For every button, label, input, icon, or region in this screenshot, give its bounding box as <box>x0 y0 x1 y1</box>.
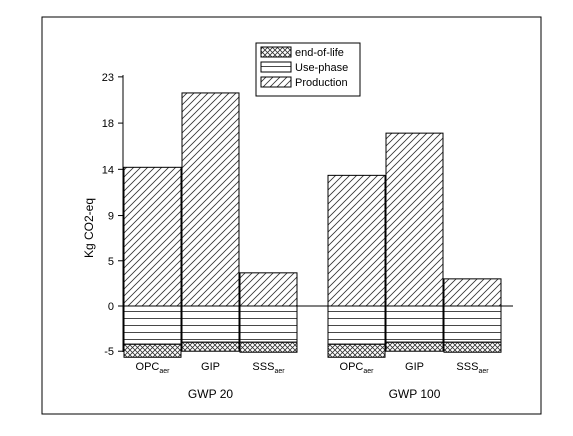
bar-production <box>123 166 182 307</box>
bar-end-of-life <box>385 341 444 352</box>
x-tick-label: SSSaer <box>252 361 285 375</box>
bar-use-phase <box>327 305 386 345</box>
legend-label: Production <box>295 77 348 89</box>
group-label: GWP 20 <box>188 387 233 401</box>
legend-label: end-of-life <box>295 47 344 59</box>
legend-label: Use-phase <box>295 62 348 74</box>
y-tick-label: -5 <box>104 346 114 358</box>
y-tick-label: 5 <box>108 256 114 268</box>
legend-swatch <box>260 61 292 73</box>
x-tick-label: SSSaer <box>456 361 489 375</box>
y-tick-label: 14 <box>102 164 114 176</box>
y-tick-label: 23 <box>102 72 114 84</box>
y-tick-label: 9 <box>108 211 114 223</box>
bar-production <box>327 174 386 307</box>
bar-use-phase <box>123 305 182 345</box>
bar-production <box>443 278 502 307</box>
bar-use-phase <box>239 305 298 343</box>
x-tick-label: OPCaer <box>136 361 171 375</box>
y-tick-label: 0 <box>108 301 114 313</box>
bar-end-of-life <box>239 341 298 353</box>
bar-end-of-life <box>443 341 502 353</box>
x-labels-layer: OPCaer GIP SSSaer GWP 20 OPCaer GIP SSSaer GWP … <box>136 361 490 401</box>
y-ticks-layer: 23 18 14 9 5 0 -5 <box>102 72 123 358</box>
bar-use-phase <box>385 305 444 343</box>
bars-layer <box>123 92 502 358</box>
bar-production <box>239 272 298 307</box>
y-tick-label: 18 <box>102 118 114 130</box>
legend-swatch <box>260 46 292 58</box>
figure-border <box>41 16 542 415</box>
x-tick-label: GIP <box>405 361 424 373</box>
bar-end-of-life <box>181 341 240 352</box>
y-axis-label: Kg CO2-eq <box>82 198 96 258</box>
x-tick-label: GIP <box>201 361 220 373</box>
x-tick-label: OPCaer <box>340 361 375 375</box>
bar-use-phase <box>443 305 502 343</box>
group-label: GWP 100 <box>389 387 441 401</box>
legend-items: end-of-life Use-phase Production <box>260 46 348 89</box>
bar-production <box>181 92 240 307</box>
bar-production <box>385 132 444 307</box>
legend-swatch <box>260 76 292 88</box>
bar-use-phase <box>181 305 240 343</box>
bar-end-of-life <box>327 343 386 358</box>
legend: end-of-life Use-phase Production <box>255 42 361 97</box>
bar-end-of-life <box>123 343 182 358</box>
